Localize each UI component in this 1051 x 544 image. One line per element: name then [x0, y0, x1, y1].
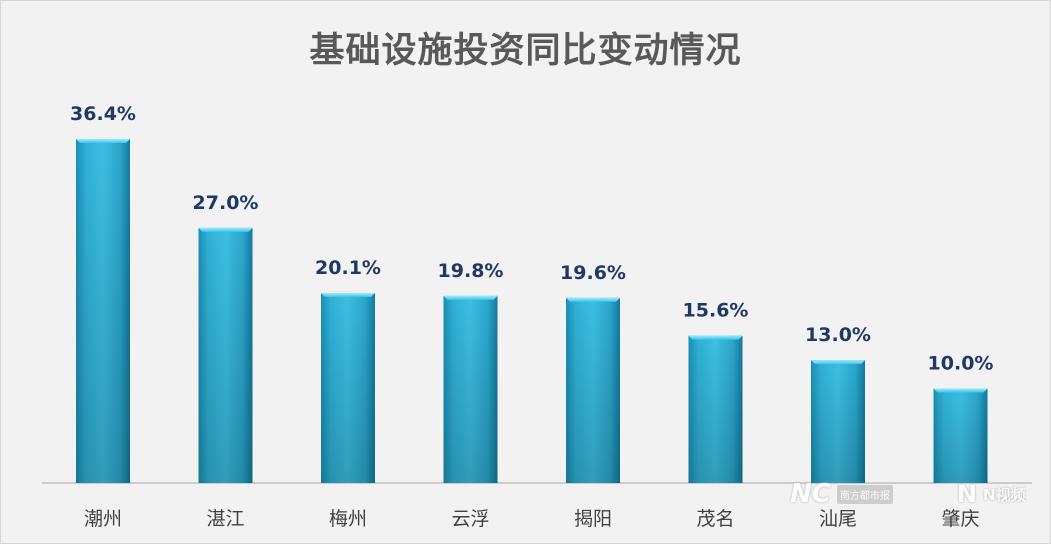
bar-shade-2 [198, 227, 253, 483]
bar-group-3: 20.1% 梅州 [315, 257, 381, 530]
bar-shade-4 [443, 295, 498, 483]
value-label-8: 10.0% [928, 352, 994, 374]
bar-group-1: 36.4% 潮州 [70, 103, 136, 530]
bar-cap-6 [688, 335, 743, 340]
category-label-2: 湛江 [206, 508, 244, 530]
bar-shade-6 [688, 335, 743, 483]
category-label-3: 梅州 [329, 508, 367, 530]
value-label-5: 19.6% [560, 262, 626, 284]
bar-shade-3 [321, 293, 375, 483]
value-label-4: 19.8% [438, 260, 504, 282]
value-label-1: 36.4% [70, 103, 136, 125]
bar-shade-7 [811, 360, 865, 483]
category-label-8: 肇庆 [941, 508, 979, 530]
chart-title: 基础设施投资同比变动情况 [309, 31, 742, 71]
category-label-1: 潮州 [84, 508, 122, 530]
bar-cap-7 [811, 360, 865, 365]
bar-group-7: 13.0% 汕尾 [805, 324, 871, 530]
bar-cap-1 [76, 139, 130, 143]
value-label-3: 20.1% [315, 257, 381, 279]
bar-cap-8 [933, 388, 988, 393]
category-label-6: 茂名 [696, 508, 734, 530]
value-label-7: 13.0% [805, 324, 871, 346]
watermark: NC 南方都市报 N N视频 [790, 476, 1026, 512]
value-label-2: 27.0% [193, 192, 259, 214]
bar-shade-1 [76, 139, 130, 483]
watermark-brand-left-box: 南方都市报 [836, 484, 893, 504]
bar-shade-8 [933, 388, 988, 483]
bar-cap-2 [198, 227, 253, 232]
bar-group-6: 15.6% 茂名 [683, 300, 749, 530]
watermark-brand-right-mark: N [956, 480, 977, 508]
watermark-brand-left: NC [790, 479, 831, 509]
category-label-7: 汕尾 [819, 508, 857, 530]
bar-cap-3 [321, 293, 375, 298]
bar-group-4: 19.8% 云浮 [438, 260, 504, 530]
bar-cap-4 [443, 295, 498, 300]
bar-group-5: 19.6% 揭阳 [560, 262, 626, 530]
category-label-5: 揭阳 [574, 508, 612, 530]
value-label-6: 15.6% [683, 300, 749, 322]
bar-group-8: 10.0% 肇庆 [928, 352, 994, 530]
bar-cap-5 [566, 297, 620, 302]
watermark-brand-right-text: N视频 [982, 485, 1026, 504]
category-label-4: 云浮 [451, 508, 489, 530]
bar-shade-5 [566, 297, 620, 483]
bar-group-2: 27.0% 湛江 [193, 192, 259, 530]
